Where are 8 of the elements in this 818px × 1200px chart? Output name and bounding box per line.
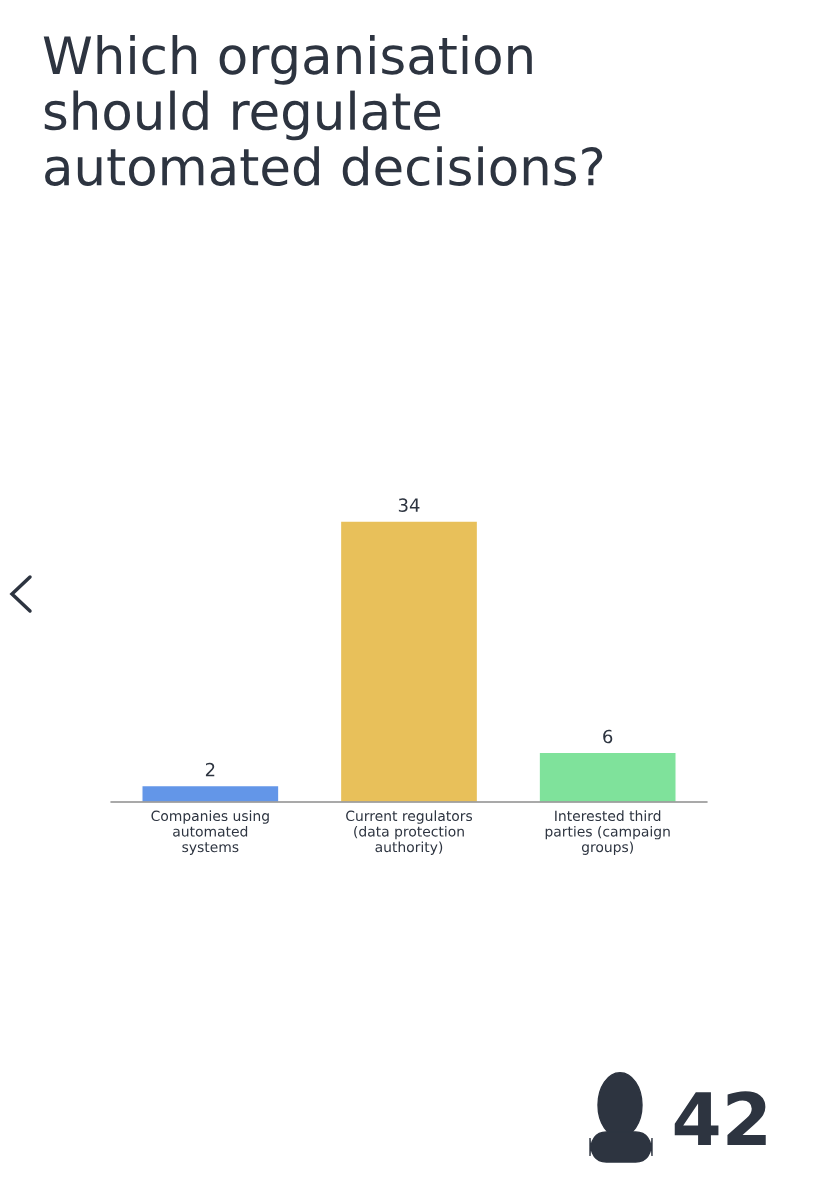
x-tick-label: Current regulators (data protection authority) — [346, 810, 473, 855]
data-label: 6 — [603, 729, 613, 744]
data-label: 34 — [398, 498, 420, 512]
data-label: 2 — [205, 762, 215, 777]
x-tick-label: Companies using automated systems — [151, 810, 269, 855]
text: 42 — [674, 1091, 766, 1145]
chart-title: Which organisation should regulate automated decisions? — [43, 35, 603, 186]
x-tick-label: Interested third parties (campaign groups) — [545, 810, 670, 855]
